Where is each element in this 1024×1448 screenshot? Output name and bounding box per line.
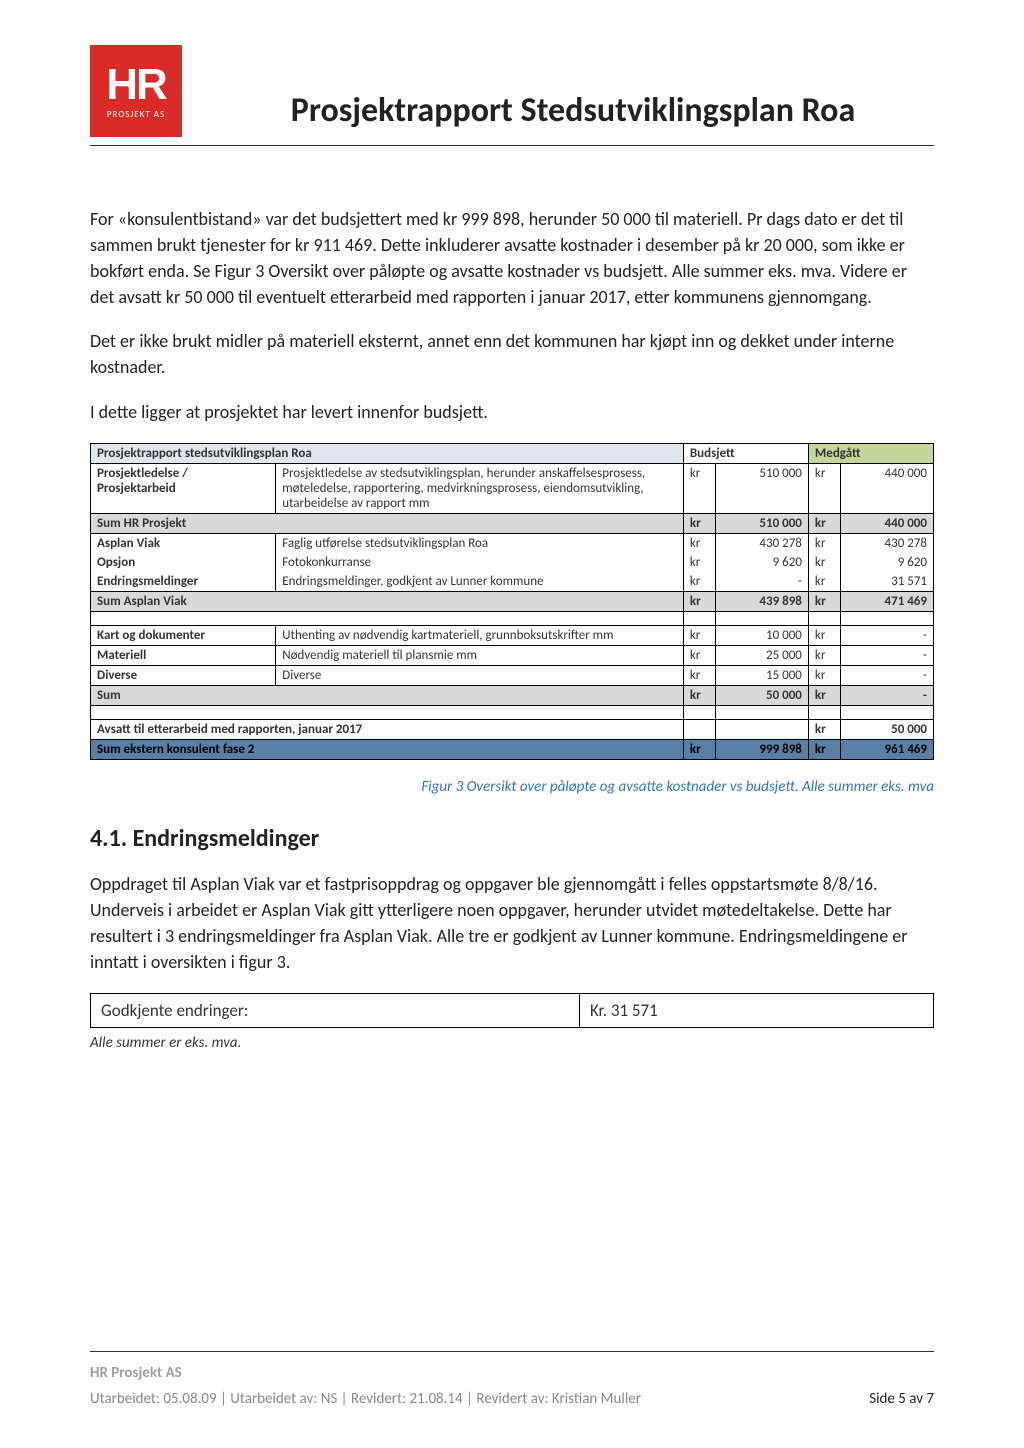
row-desc: Fotokonkurranse: [276, 553, 684, 572]
hr-logo: HR PROSJEKT AS: [90, 45, 182, 137]
sum-hr-name: Sum HR Prosjekt: [91, 513, 684, 533]
paragraph-2: Det er ikke brukt midler på materiell ek…: [90, 328, 934, 380]
row-med: 440 000: [841, 463, 934, 513]
row-name: Prosjektledelse / Prosjektarbeid: [91, 463, 276, 513]
table-title: Prosjektrapport stedsutviklingsplan Roa: [91, 443, 684, 463]
sum-ekstern-name: Sum ekstern konsulent fase 2: [91, 739, 684, 759]
col-budsjett: Budsjett: [683, 443, 808, 463]
row-desc: Endringsmeldinger, godkjent av Lunner ko…: [276, 572, 684, 592]
budget-table: Prosjektrapport stedsutviklingsplan Roa …: [90, 443, 934, 760]
page-number: Side 5 av 7: [869, 1390, 934, 1408]
row-desc: Uthenting av nødvendig kartmateriell, gr…: [276, 625, 684, 645]
paragraph-1: For «konsulentbistand» var det budsjette…: [90, 206, 934, 310]
approved-label: Godkjente endringer:: [91, 994, 580, 1028]
approved-changes-table: Godkjente endringer: Kr. 31 571: [90, 993, 934, 1028]
row-desc: Diverse: [276, 665, 684, 685]
row-name: Materiell: [91, 645, 276, 665]
row-desc: Nødvendig materiell til plansmie mm: [276, 645, 684, 665]
sum-asplan-name: Sum Asplan Viak: [91, 591, 684, 611]
section-paragraph: Oppdraget til Asplan Viak var et fastpri…: [90, 871, 934, 975]
body-text: For «konsulentbistand» var det budsjette…: [90, 206, 934, 425]
section-heading: 4.1. Endringsmeldinger: [90, 824, 934, 853]
sum-hr-med: 440 000: [841, 513, 934, 533]
footer-meta: Utarbeidet: 05.08.09 | Utarbeidet av: NS…: [90, 1390, 641, 1408]
avsatt-name: Avsatt til etterarbeid med rapporten, ja…: [91, 719, 684, 739]
row-name: Endringsmeldinger: [91, 572, 276, 592]
row-name: Asplan Viak: [91, 533, 276, 553]
approved-value: Kr. 31 571: [579, 994, 933, 1028]
row-desc: Faglig utførelse stedsutviklingsplan Roa: [276, 533, 684, 553]
vat-note: Alle summer er eks. mva.: [90, 1034, 934, 1052]
page-header: HR PROSJEKT AS Prosjektrapport Stedsutvi…: [90, 45, 934, 146]
paragraph-3: I dette ligger at prosjektet har levert …: [90, 399, 934, 425]
sum-mat-name: Sum: [91, 685, 684, 705]
page-title: Prosjektrapport Stedsutviklingsplan Roa: [212, 90, 934, 137]
row-bud: 510 000: [716, 463, 809, 513]
row-desc: Prosjektledelse av stedsutviklingsplan, …: [276, 463, 684, 513]
figure-caption: Figur 3 Oversikt over påløpte og avsatte…: [90, 778, 934, 796]
logo-subtext: PROSJEKT AS: [107, 109, 165, 120]
row-name: Kart og dokumenter: [91, 625, 276, 645]
row-name: Diverse: [91, 665, 276, 685]
footer-company: HR Prosjekt AS: [90, 1364, 934, 1382]
logo-text: HR: [106, 63, 166, 107]
page-footer: HR Prosjekt AS Utarbeidet: 05.08.09 | Ut…: [90, 1351, 934, 1408]
sum-hr-bud: 510 000: [716, 513, 809, 533]
row-name: Opsjon: [91, 553, 276, 572]
col-medgatt: Medgått: [808, 443, 933, 463]
